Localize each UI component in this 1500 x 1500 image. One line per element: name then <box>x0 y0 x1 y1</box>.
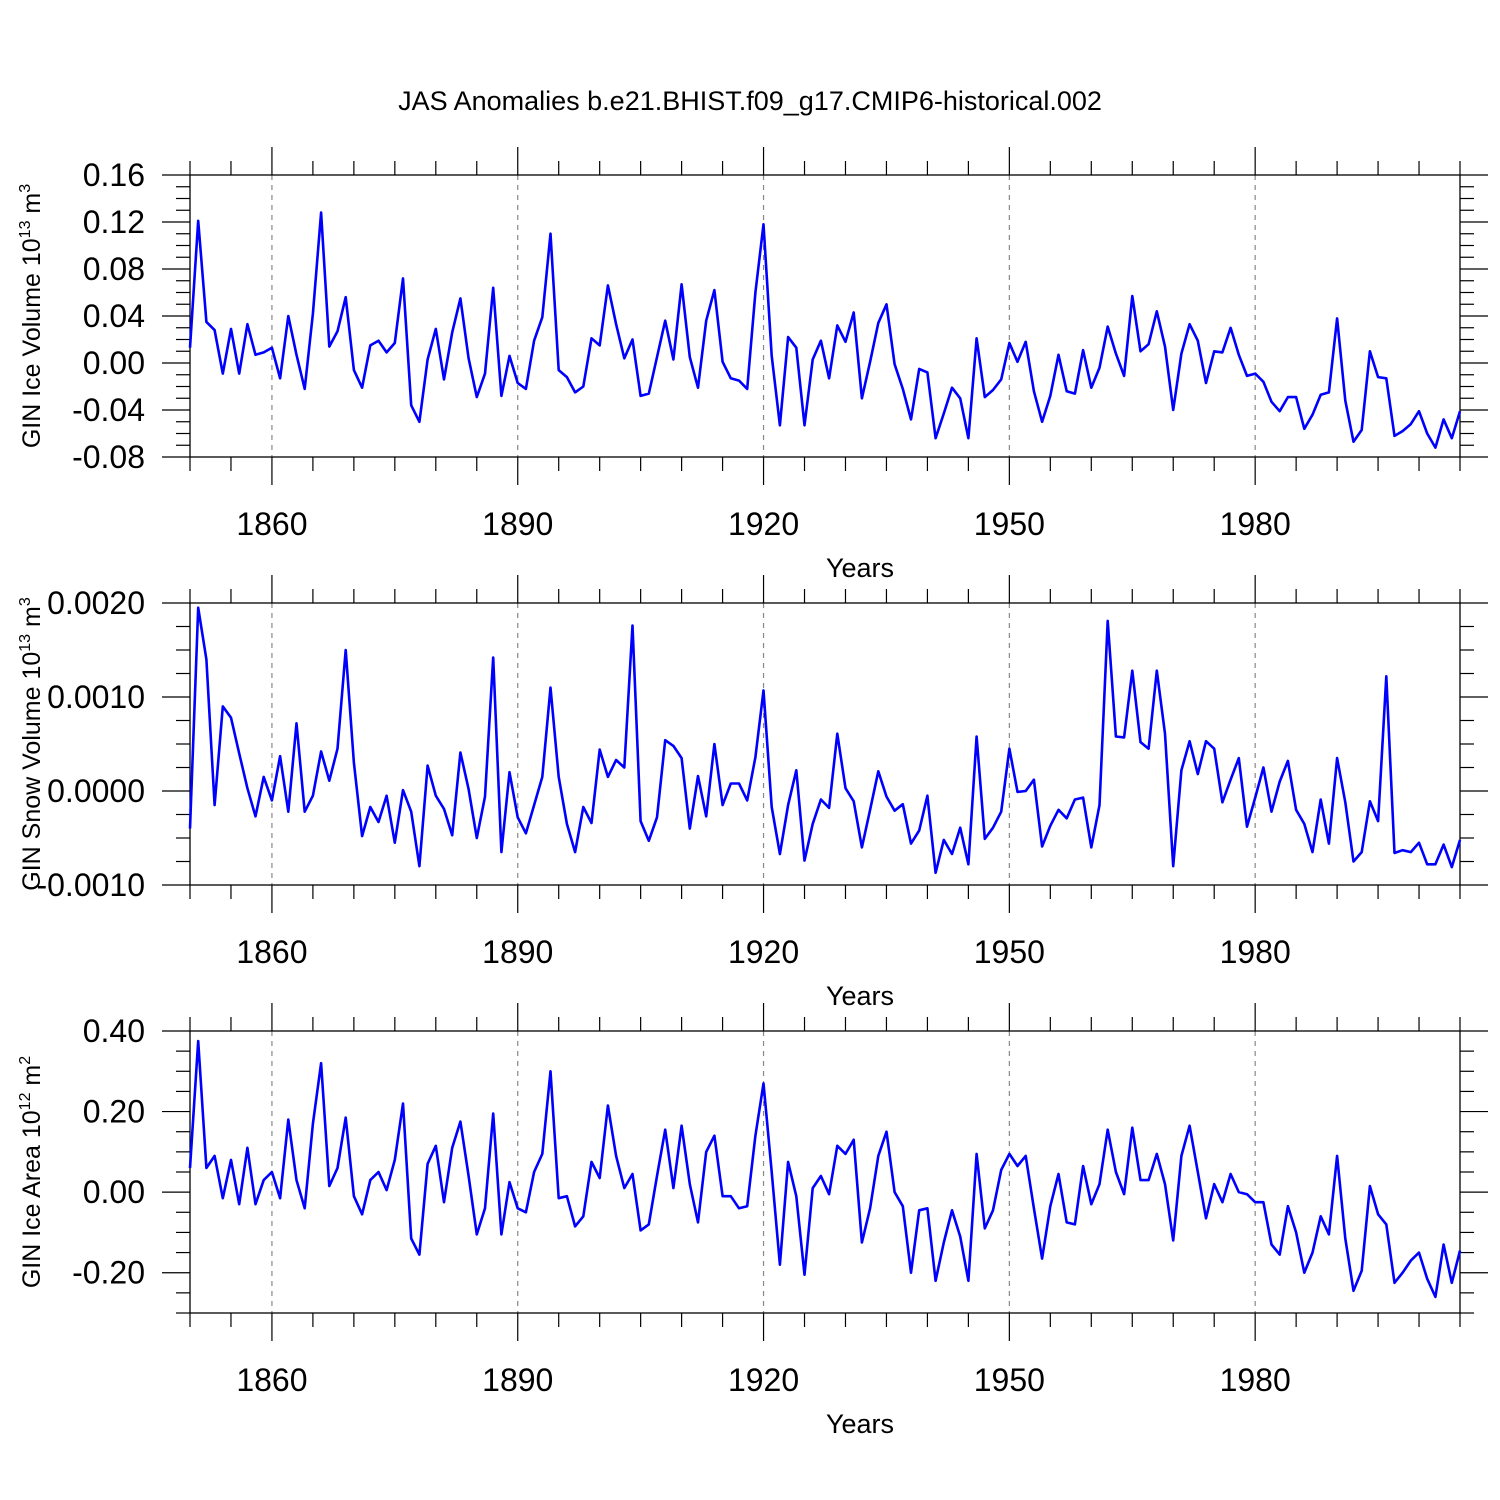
y-tick-label: 0.00 <box>83 345 145 381</box>
series-line-gin-ice-volume <box>188 211 1462 449</box>
y-tick-label: 0.0020 <box>47 585 145 621</box>
y-tick-label: -0.08 <box>72 439 145 475</box>
series-line-gin-ice-area <box>188 1039 1462 1299</box>
y-tick-label: -0.0010 <box>36 867 145 903</box>
chart-title: JAS Anomalies b.e21.BHIST.f09_g17.CMIP6-… <box>398 86 1102 116</box>
panel-3: 1860 1890 1920 1950 1980 -0.20 0.00 0.20 0.40 Yea… <box>17 1003 1488 1439</box>
x-tick-label-1860: 1860 <box>236 1362 307 1398</box>
x-axis-title: Years <box>826 553 894 583</box>
y-tick-label: 0.20 <box>83 1094 145 1130</box>
y-tick-label: -0.20 <box>72 1255 145 1291</box>
panel-2: 1860 1890 1920 1950 1980 -0.0010 0.0000 0.0010 0… <box>17 575 1488 1011</box>
x-tick-label-1890: 1890 <box>482 934 553 970</box>
x-tick-label-1920: 1920 <box>728 1362 799 1398</box>
x-tick-label-1920: 1920 <box>728 506 799 542</box>
y-tick-label: 0.40 <box>83 1013 145 1049</box>
y-axis-title: GIN Ice Volume 1013 m3 <box>17 184 46 448</box>
series-line-gin-snow-volume <box>188 606 1462 875</box>
x-tick-label-1980: 1980 <box>1220 506 1291 542</box>
y-axis-title: GIN Ice Area 1012 m2 <box>17 1056 46 1288</box>
x-tick-label-1920: 1920 <box>728 934 799 970</box>
x-tick-label-1950: 1950 <box>974 1362 1045 1398</box>
plot-frame <box>189 174 1461 458</box>
x-axis-title: Years <box>826 981 894 1011</box>
y-axis-title: GIN Snow Volume 1013 m3 <box>17 597 46 891</box>
y-tick-label: 0.0010 <box>47 679 145 715</box>
x-tick-label-1980: 1980 <box>1220 1362 1291 1398</box>
plot-frame <box>189 1030 1461 1314</box>
x-tick-label-1890: 1890 <box>482 1362 553 1398</box>
y-tick-label: -0.04 <box>72 392 145 428</box>
panel-1: 1860 1890 1920 1950 1980 -0.08 -0.04 0.00 0.04 0.… <box>17 147 1488 583</box>
y-tick-label: 0.08 <box>83 251 145 287</box>
x-tick-label-1950: 1950 <box>974 506 1045 542</box>
y-tick-label: 0.12 <box>83 204 145 240</box>
x-axis-title: Years <box>826 1409 894 1439</box>
y-tick-label: 0.0000 <box>47 773 145 809</box>
x-tick-label-1860: 1860 <box>236 506 307 542</box>
y-tick-label: 0.04 <box>83 298 145 334</box>
x-tick-label-1890: 1890 <box>482 506 553 542</box>
y-tick-label: 0.16 <box>83 157 145 193</box>
x-tick-label-1860: 1860 <box>236 934 307 970</box>
y-tick-label: 0.00 <box>83 1174 145 1210</box>
x-tick-label-1980: 1980 <box>1220 934 1291 970</box>
plot-frame <box>189 602 1461 886</box>
x-tick-label-1950: 1950 <box>974 934 1045 970</box>
